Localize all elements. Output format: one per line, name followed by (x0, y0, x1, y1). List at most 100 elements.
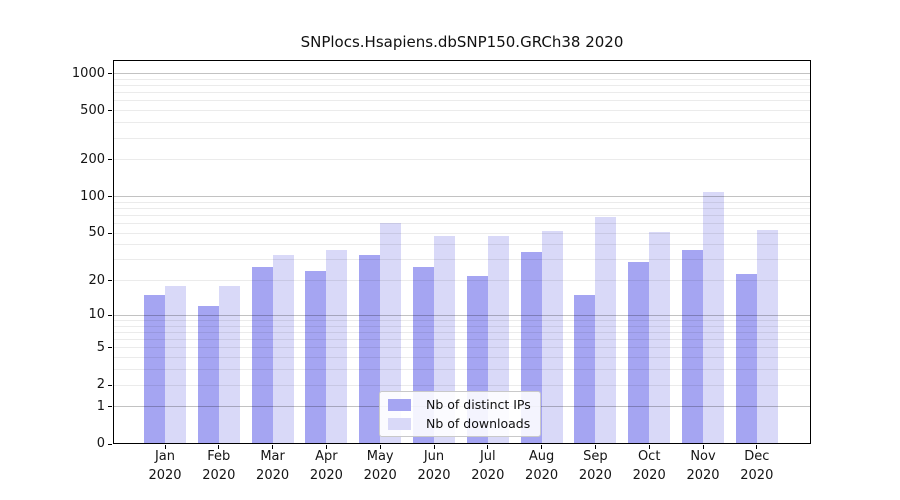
x-tick-mark (218, 445, 220, 449)
grid-line-minor (113, 384, 811, 386)
bar-distinct-ips-jan (144, 295, 165, 444)
x-axis-tick-label: Jun 2020 (402, 447, 466, 485)
legend-swatch-icon (388, 417, 411, 430)
grid-line-minor (113, 332, 811, 334)
bar-downloads-oct (649, 232, 671, 444)
grid-line-minor (113, 357, 811, 359)
x-tick-year: 2020 (202, 468, 236, 483)
bar-distinct-ips-dec (735, 273, 757, 444)
bar-distinct-ips-feb (197, 306, 219, 444)
bar-downloads-mar (272, 254, 294, 444)
y-axis-tick-label: 20 (88, 272, 105, 288)
grid-line-minor (113, 78, 811, 80)
legend-item: Nb of distinct IPs (388, 397, 531, 412)
x-axis-tick-label: Feb 2020 (187, 447, 251, 485)
bar-distinct-ips-sep (574, 295, 596, 444)
grid-line-minor (113, 92, 811, 94)
y-axis-tick-label: 1 (96, 398, 105, 414)
bar-downloads-apr (326, 250, 348, 444)
x-tick-month: Jan (154, 449, 176, 464)
y-axis-tick-label: 1000 (71, 65, 105, 81)
grid-line-major (113, 73, 811, 75)
x-axis-tick-label: Aug 2020 (510, 447, 574, 485)
grid-line-minor (113, 339, 811, 341)
legend-item: Nb of downloads (388, 416, 531, 431)
y-axis-tick-label: 500 (80, 102, 105, 118)
bar-downloads-jan (165, 286, 186, 444)
grid-line-minor (113, 347, 811, 349)
x-tick-year: 2020 (256, 468, 290, 483)
x-tick-mark (325, 445, 327, 449)
x-tick-month: Jun (423, 449, 445, 464)
grid-line-major (113, 314, 811, 316)
x-axis-tick-label: Sep 2020 (563, 447, 627, 485)
grid-line-major (113, 196, 811, 198)
x-tick-month: Sep (583, 449, 608, 464)
x-tick-year: 2020 (632, 468, 666, 483)
grid-line-minor (113, 259, 811, 261)
grid-line-minor (113, 137, 811, 139)
grid-line-minor (113, 122, 811, 124)
y-tick-mark (108, 347, 112, 349)
x-tick-mark (648, 445, 650, 449)
x-tick-month: Jul (479, 449, 496, 464)
bar-distinct-ips-may (359, 254, 381, 444)
legend-swatch-icon (388, 398, 411, 411)
y-axis-tick-label: 100 (80, 188, 105, 204)
x-tick-year: 2020 (740, 468, 774, 483)
grid-line-minor (113, 320, 811, 322)
x-axis-tick-label: Apr 2020 (294, 447, 358, 485)
grid-line-minor (113, 85, 811, 87)
x-tick-mark (272, 445, 274, 449)
x-axis-tick-label: Dec 2020 (725, 447, 789, 485)
y-tick-mark (108, 73, 112, 75)
y-tick-mark (108, 232, 112, 234)
bar-distinct-ips-mar (251, 267, 273, 444)
legend-label: Nb of distinct IPs (426, 397, 531, 412)
x-tick-mark (702, 445, 704, 449)
y-axis-tick-label: 10 (88, 307, 105, 323)
grid-line-minor (113, 110, 811, 112)
grid-line-minor (113, 325, 811, 327)
x-tick-year: 2020 (148, 468, 182, 483)
y-tick-mark (108, 159, 112, 161)
y-axis-tick-label: 50 (88, 225, 105, 241)
plot-border (113, 60, 811, 444)
y-tick-mark (108, 196, 112, 198)
y-tick-mark (108, 406, 112, 408)
bar-downloads-dec (756, 230, 778, 444)
y-axis-tick-label: 2 (96, 377, 105, 393)
x-tick-month: Nov (690, 449, 716, 464)
grid-line-minor (113, 232, 811, 234)
chart-title: SNPlocs.Hsapiens.dbSNP150.GRCh38 2020 (300, 33, 624, 51)
grid-line-minor (113, 369, 811, 371)
legend: Nb of distinct IPs Nb of downloads (379, 391, 541, 437)
y-tick-mark (108, 384, 112, 386)
x-axis-tick-label: May 2020 (348, 447, 412, 485)
x-tick-mark (756, 445, 758, 449)
legend-label: Nb of downloads (426, 416, 531, 431)
bar-distinct-ips-apr (305, 271, 327, 444)
x-tick-month: Mar (260, 449, 285, 464)
y-axis-tick-label: 200 (80, 151, 105, 167)
grid-line-minor (113, 100, 811, 102)
x-tick-year: 2020 (471, 468, 505, 483)
y-tick-mark (108, 110, 112, 112)
x-tick-month: Oct (637, 449, 661, 464)
grid-line-minor (113, 214, 811, 216)
x-tick-mark (541, 445, 543, 449)
x-tick-year: 2020 (309, 468, 343, 483)
x-axis-tick-label: Jul 2020 (456, 447, 520, 485)
x-tick-mark (594, 445, 596, 449)
y-axis-tick-label: 5 (96, 339, 105, 355)
grid-line-minor (113, 201, 811, 203)
x-axis-tick-label: Mar 2020 (241, 447, 305, 485)
bar-downloads-feb (218, 286, 240, 444)
x-axis-tick-label: Nov 2020 (671, 447, 735, 485)
x-tick-year: 2020 (525, 468, 559, 483)
x-tick-year: 2020 (686, 468, 720, 483)
grid-line-minor (113, 223, 811, 225)
grid-line-minor (113, 280, 811, 282)
bar-distinct-ips-oct (628, 261, 650, 444)
